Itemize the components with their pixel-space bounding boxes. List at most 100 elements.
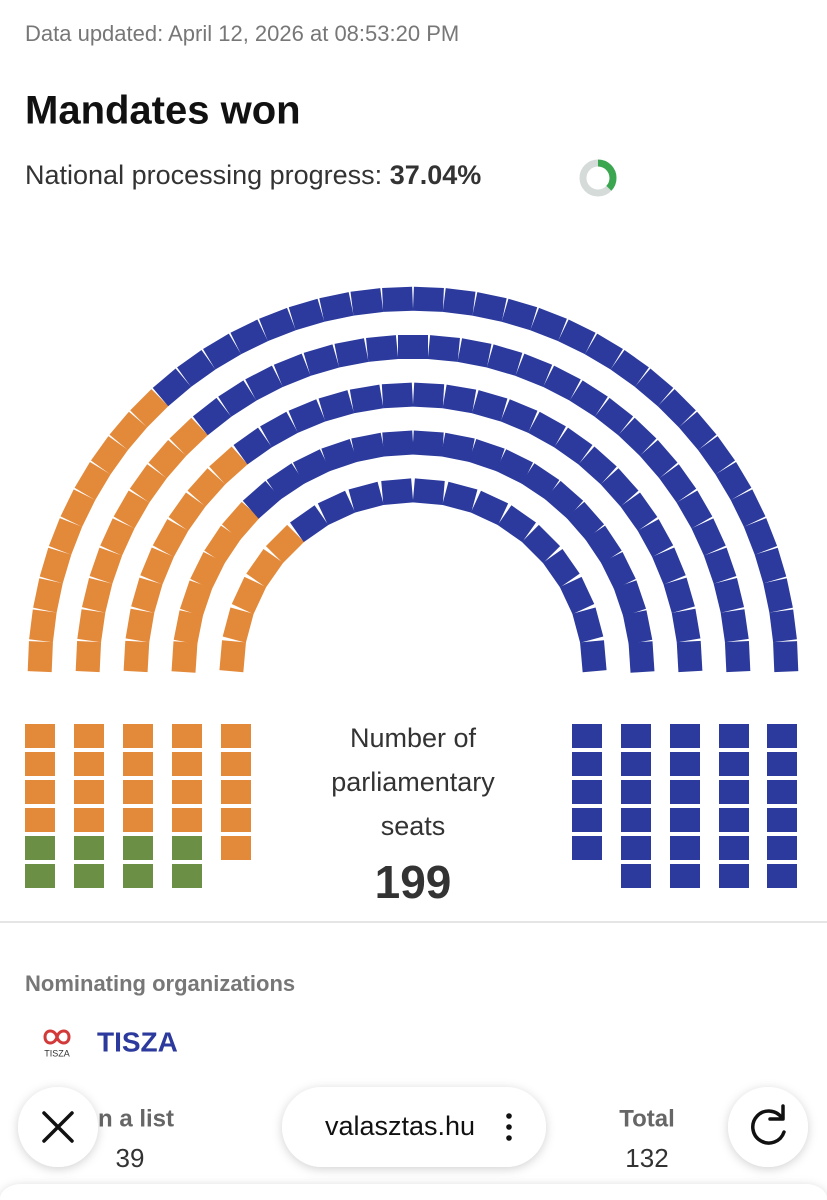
seat [720, 609, 749, 643]
seat [221, 752, 251, 776]
seat [221, 724, 251, 748]
seat [172, 724, 202, 748]
seat [572, 607, 604, 643]
seat [767, 836, 797, 860]
seat [334, 338, 369, 368]
url-pill[interactable]: valasztas.hu [282, 1087, 546, 1167]
seat [290, 505, 329, 543]
seat [172, 780, 202, 804]
seat [123, 864, 153, 888]
reload-button[interactable] [728, 1087, 808, 1167]
seat [113, 490, 150, 529]
seat [497, 505, 536, 543]
seat [123, 640, 150, 673]
seat [172, 808, 202, 832]
seat [259, 307, 296, 342]
seat [622, 610, 653, 645]
seat [618, 417, 657, 456]
seat [566, 501, 605, 541]
seat [719, 836, 749, 860]
seat [89, 547, 123, 584]
seat [468, 438, 505, 472]
progress-label: National processing progress: [25, 160, 382, 190]
close-button[interactable] [18, 1087, 98, 1167]
seat [245, 365, 283, 401]
seat [317, 490, 356, 526]
seat [412, 382, 445, 409]
seat [558, 319, 596, 355]
seat [715, 462, 752, 501]
seat [580, 640, 607, 673]
parliament [25, 286, 799, 888]
seat [767, 808, 797, 832]
seat [221, 836, 251, 860]
seat [25, 780, 55, 804]
seat [584, 333, 623, 370]
seat [769, 609, 797, 643]
seat [350, 288, 384, 316]
seat [652, 547, 686, 585]
url[interactable]: valasztas.hu [325, 1111, 475, 1141]
seat [470, 490, 509, 526]
seat [621, 808, 651, 832]
seat [351, 432, 386, 463]
seat [572, 752, 602, 776]
seat [81, 577, 113, 613]
org-name[interactable]: TISZA [97, 1026, 178, 1057]
seat [719, 864, 749, 888]
seat [767, 864, 797, 888]
seat [501, 298, 538, 331]
seat [90, 436, 128, 475]
seat [486, 344, 523, 376]
seat [763, 578, 793, 613]
seat [177, 349, 216, 387]
logo: TISZA [43, 1029, 71, 1058]
seat [131, 577, 163, 614]
progress-value: 37.04% [390, 160, 482, 190]
updated: Data updated: April 12, 2026 at 08:53:20… [25, 21, 459, 46]
seat [713, 577, 745, 613]
center-label: Number of [350, 723, 477, 753]
seat [670, 836, 700, 860]
seat [600, 551, 636, 590]
seat [620, 492, 658, 531]
seat [123, 724, 153, 748]
seat [670, 808, 700, 832]
seat [767, 780, 797, 804]
seat [676, 490, 713, 529]
seat [172, 752, 202, 776]
seat [221, 780, 251, 804]
seat [292, 449, 331, 485]
seat [543, 365, 581, 401]
seat [125, 608, 155, 643]
seat [412, 286, 444, 312]
seat [187, 468, 226, 507]
seat [691, 518, 726, 556]
seat [25, 864, 55, 888]
seat [318, 390, 355, 422]
seat [172, 864, 202, 888]
seat [628, 641, 655, 673]
seat [230, 319, 268, 355]
seat [209, 446, 248, 485]
seat [427, 335, 460, 362]
seat [678, 411, 717, 451]
seat [412, 430, 444, 457]
seat [266, 463, 305, 500]
seat [192, 397, 232, 436]
seat [569, 380, 608, 417]
seat [242, 480, 282, 519]
seat [173, 610, 204, 645]
seat [74, 752, 104, 776]
seat [767, 752, 797, 776]
center-label: parliamentary [331, 767, 495, 797]
seat [381, 382, 414, 409]
seat [33, 578, 63, 613]
seat [29, 609, 57, 643]
seat [572, 808, 602, 832]
seat [74, 462, 111, 501]
seat [698, 436, 736, 475]
seat [39, 547, 72, 584]
seat [412, 478, 445, 505]
